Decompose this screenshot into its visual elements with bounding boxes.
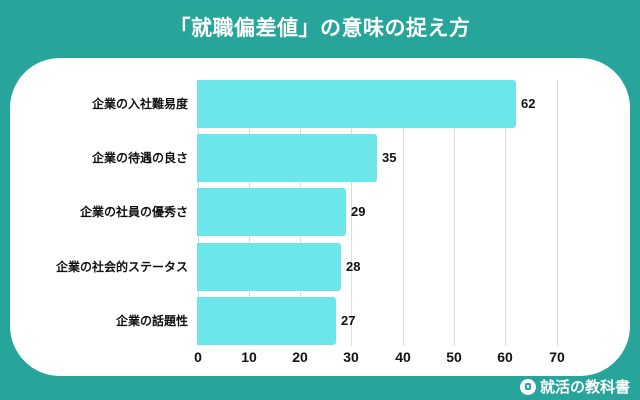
data-label: 29	[351, 204, 366, 219]
bar	[197, 243, 341, 291]
category-label: 企業の待遇の良さ	[91, 151, 188, 165]
x-tick: 40	[395, 349, 411, 365]
bar	[197, 80, 516, 128]
x-tick: 70	[549, 349, 565, 365]
x-tick: 50	[446, 349, 462, 365]
x-tick: 0	[194, 349, 202, 365]
data-label: 62	[521, 96, 536, 111]
category-label: 企業の社員の優秀さ	[79, 205, 188, 219]
chart-title: 「就職偏差値」の意味の捉え方	[169, 16, 471, 40]
gridline-30	[351, 80, 352, 346]
x-tick: 10	[241, 349, 257, 365]
category-label: 企業の社会的ステータス	[55, 260, 188, 274]
data-label: 35	[382, 150, 397, 165]
gridline-70	[557, 80, 558, 346]
gridline-40	[403, 80, 404, 346]
brand-logo: 就活の教科書	[519, 376, 630, 397]
x-tick: 30	[343, 349, 359, 365]
category-label: 企業の入社難易度	[91, 97, 188, 111]
bar	[197, 188, 346, 236]
data-label: 28	[346, 259, 361, 274]
brand-name: 就活の教科書	[539, 378, 630, 396]
gridline-50	[454, 80, 455, 346]
x-tick: 20	[292, 349, 308, 365]
brand-icon	[519, 378, 536, 395]
bar	[197, 297, 336, 345]
category-label: 企業の話題性	[115, 314, 188, 328]
bar	[197, 134, 377, 182]
data-label: 27	[341, 313, 356, 328]
x-tick: 60	[497, 349, 513, 365]
gridline-60	[505, 80, 506, 346]
